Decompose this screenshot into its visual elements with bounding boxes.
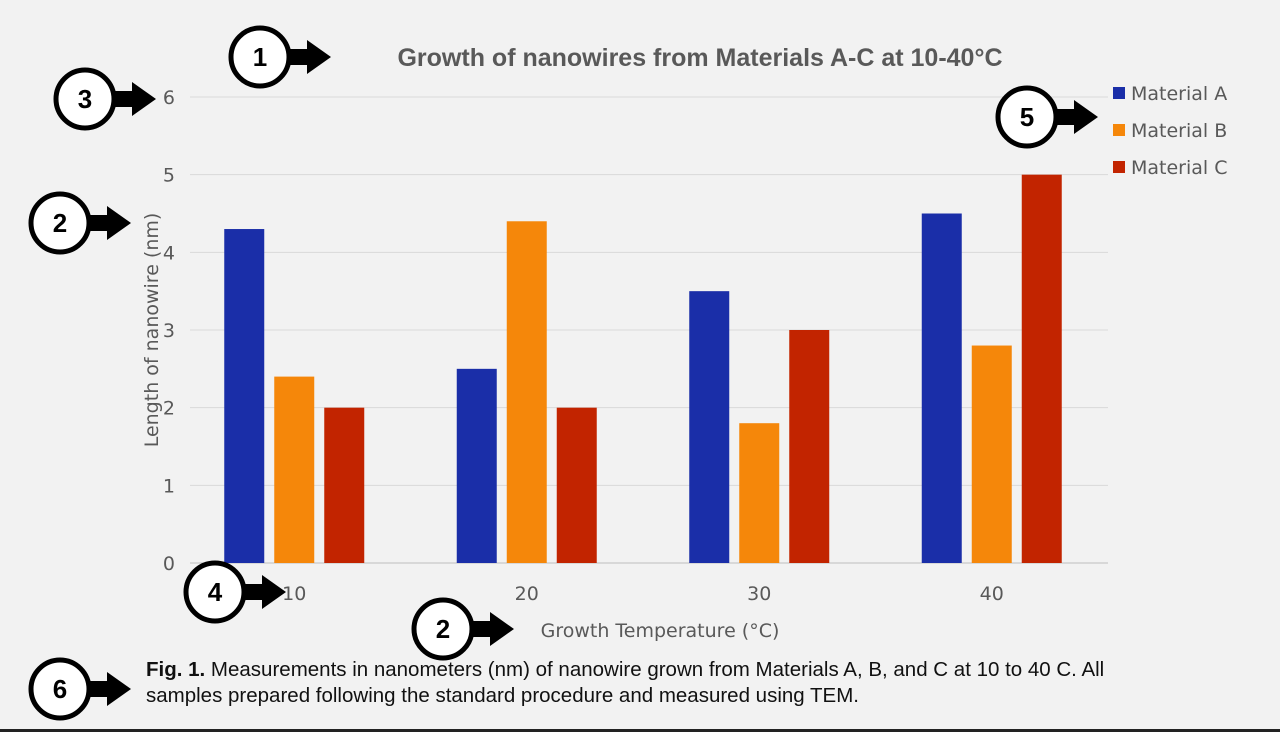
arrow-right-icon: [244, 575, 286, 609]
caption-text: Measurements in nanometers (nm) of nanow…: [146, 658, 1105, 707]
x-tick-label: 30: [747, 583, 771, 605]
callout-xlabel: 2: [411, 597, 514, 661]
legend-entry: Material C: [1131, 157, 1228, 179]
callout-number: 2: [53, 208, 67, 238]
callout-circle: [228, 25, 292, 89]
callout-circle: [53, 67, 117, 131]
legend-entry: Material A: [1131, 83, 1227, 105]
arrow-right-icon: [89, 672, 131, 706]
legend-swatch: [1113, 87, 1125, 99]
callout-xaxis: 4: [183, 560, 286, 624]
bar-material-a-20: [456, 368, 497, 563]
bar-material-a-30: [689, 291, 730, 563]
y-tick-label: 6: [163, 87, 175, 109]
arrow-right-icon: [289, 40, 331, 74]
callout-circle: [28, 191, 92, 255]
y-tick-label: 3: [163, 320, 175, 342]
chart-title: Growth of nanowires from Materials A-C a…: [397, 44, 1002, 72]
callout-number: 5: [1020, 102, 1034, 132]
callout-circle: [28, 657, 92, 721]
legend-swatch: [1113, 124, 1125, 136]
x-tick-label: 10: [282, 583, 306, 605]
y-tick-label: 5: [163, 165, 175, 187]
callout-number: 1: [253, 42, 267, 72]
x-tick-label: 20: [515, 583, 539, 605]
bar-material-c-30: [789, 330, 830, 563]
callouts: 1 2 2 3 4 5 6: [28, 25, 1098, 721]
callout-circle: [995, 85, 1059, 149]
y-tick-label: 1: [163, 475, 175, 497]
callout-circle: [183, 560, 247, 624]
bar-material-c-10: [324, 407, 365, 563]
callout-yaxis: 3: [53, 67, 156, 131]
callout-ylabel: 2: [28, 191, 131, 255]
arrow-right-icon: [472, 612, 514, 646]
chart-text: Growth of nanowires from Materials A-C a…: [141, 44, 1003, 642]
bar-material-b-10: [274, 376, 315, 563]
y-tick-label: 0: [163, 553, 175, 575]
bar-material-a-40: [921, 213, 962, 563]
x-axis-label: Growth Temperature (°C): [541, 620, 780, 642]
arrow-right-icon: [89, 206, 131, 240]
y-tick-label: 4: [163, 242, 175, 264]
callout-number: 6: [53, 674, 67, 704]
y-tick-label: 2: [163, 398, 175, 420]
arrow-right-icon: [114, 82, 156, 116]
bar-material-a-10: [224, 229, 265, 564]
legend-swatch: [1113, 161, 1125, 173]
caption-label: Fig. 1.: [146, 658, 206, 681]
legend: Material A Material B Material C: [1113, 83, 1228, 179]
bar-material-b-20: [506, 221, 547, 563]
bar-material-b-30: [739, 423, 780, 563]
arrow-right-icon: [1056, 100, 1098, 134]
callout-number: 2: [436, 614, 450, 644]
callout-number: 4: [208, 577, 223, 607]
bar-material-b-40: [971, 345, 1012, 563]
bar-material-c-20: [556, 407, 597, 563]
y-axis-label: Length of nanowire (nm): [141, 213, 163, 448]
bar-material-c-40: [1021, 174, 1062, 563]
bottom-rule: [0, 729, 1280, 732]
callout-legend: 5: [995, 85, 1098, 149]
callout-number: 3: [78, 84, 92, 114]
bars: 10 20 30 40: [224, 174, 1062, 605]
figure-caption: Fig. 1. Measurements in nanometers (nm) …: [146, 657, 1146, 709]
x-tick-label: 40: [980, 583, 1004, 605]
callout-caption: 6: [28, 657, 131, 721]
callout-title: 1: [228, 25, 331, 89]
legend-entry: Material B: [1131, 120, 1227, 142]
callout-circle: [411, 597, 475, 661]
